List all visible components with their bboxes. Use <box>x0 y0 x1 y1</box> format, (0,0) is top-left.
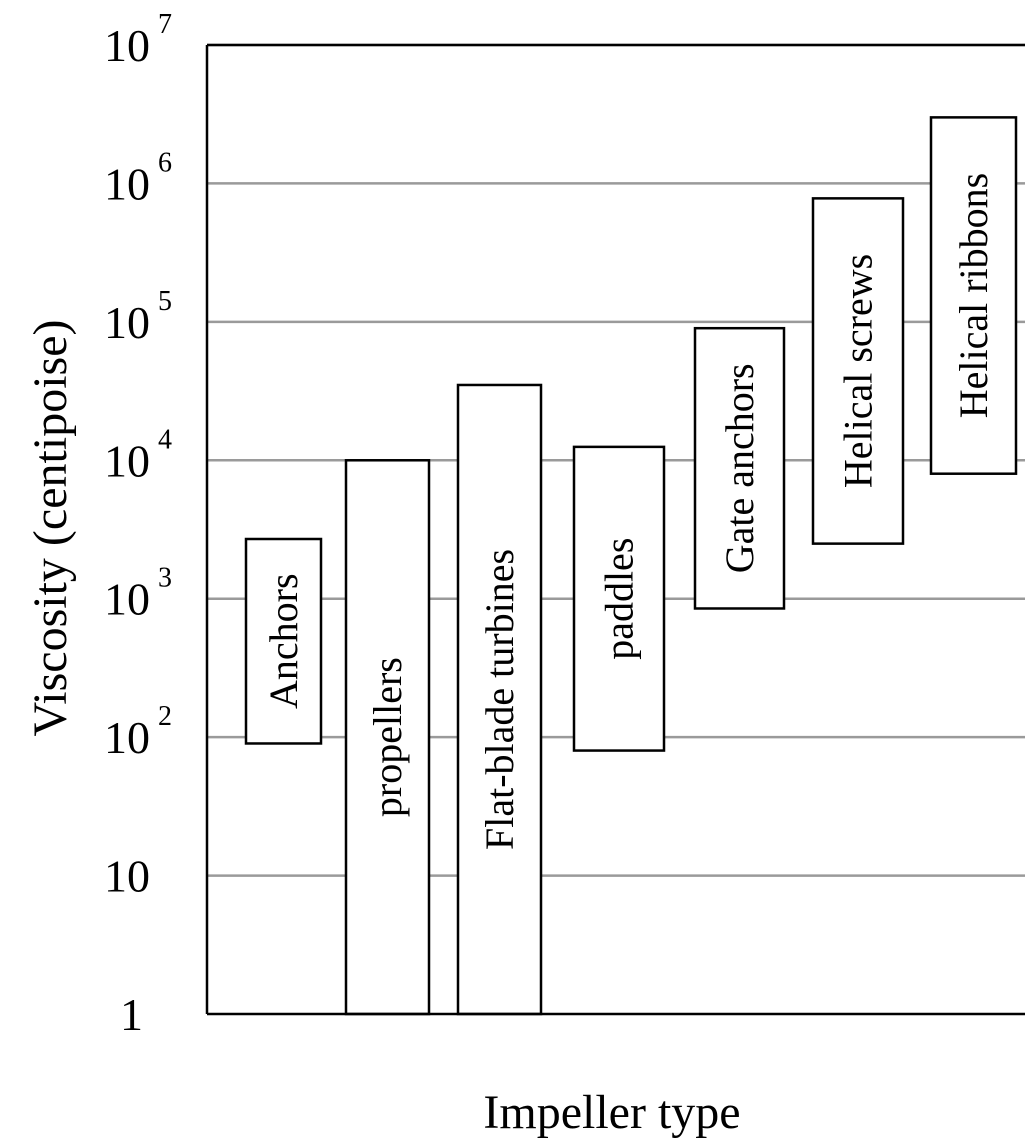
y-tick-label: 10 7 <box>104 9 172 71</box>
range-bar: propellers <box>344 459 431 1016</box>
range-bar-label: Helical ribbons <box>951 173 996 419</box>
range-bar-rect <box>811 197 905 545</box>
range-bar: Gate anchors <box>693 326 786 610</box>
range-bar-rect <box>344 459 431 1016</box>
range-bar: paddles <box>572 445 666 752</box>
x-axis-label: Impeller type <box>483 1086 740 1139</box>
range-bar-label: Gate anchors <box>717 363 762 573</box>
axes <box>205 43 1025 1016</box>
range-bar-label: Helical screws <box>836 254 881 488</box>
range-bar-label: propellers <box>365 657 410 817</box>
y-tick-label: 1 <box>120 989 143 1040</box>
y-tick-label: 10 3 <box>104 563 172 625</box>
range-bar-rect <box>693 326 786 610</box>
y-tick-label: 10 5 <box>104 286 172 348</box>
range-bar-rect <box>244 537 323 745</box>
y-tick-label: 10 <box>104 851 150 902</box>
range-bar: Helical screws <box>811 197 905 545</box>
range-bar: Anchors <box>244 537 323 745</box>
y-axis-label: Viscosity (centipoise) <box>24 319 77 736</box>
range-bar-label: Flat-blade turbines <box>477 549 522 850</box>
range-bar-label: Anchors <box>261 573 306 709</box>
y-tick-label: 10 6 <box>104 147 172 209</box>
range-bar: Helical ribbons <box>929 116 1018 475</box>
y-tick-label: 10 2 <box>104 701 172 763</box>
range-bar-label: paddles <box>597 538 642 660</box>
range-bar-rect <box>456 383 543 1016</box>
range-bar-rect <box>572 445 666 752</box>
bars: Anchors propellers Flat-blade turbines padd… <box>244 116 1018 1016</box>
range-bar-rect <box>929 116 1018 475</box>
y-tick-label: 10 4 <box>104 424 172 486</box>
range-bar: Flat-blade turbines <box>456 383 543 1016</box>
